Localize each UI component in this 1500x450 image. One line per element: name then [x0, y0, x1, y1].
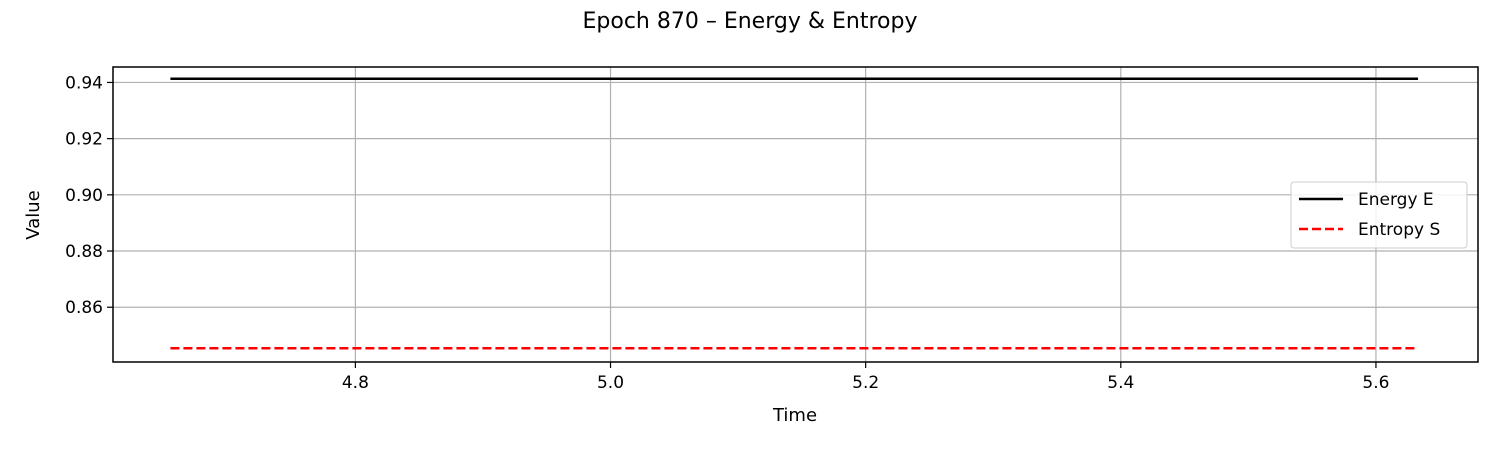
y-axis-label: Value: [23, 190, 44, 239]
x-tick-label: 5.2: [852, 373, 879, 393]
legend-label-entropy: Entropy S: [1358, 220, 1440, 240]
plot-frame: [112, 66, 1479, 363]
y-tick-label: 0.94: [65, 73, 103, 93]
legend: Energy E Entropy S: [1290, 181, 1468, 249]
y-tick-label: 0.86: [65, 298, 103, 318]
y-tick-label: 0.92: [65, 130, 103, 150]
legend-label-energy: Energy E: [1358, 190, 1434, 210]
x-tick-label: 5.6: [1362, 373, 1389, 393]
plot-series: [170, 77, 1419, 350]
x-tick-label: 5.4: [1107, 373, 1134, 393]
y-tick-label: 0.88: [65, 242, 103, 262]
x-tick-label: 5.0: [597, 373, 624, 393]
axis-ticks: 4.8 5.0 5.2 5.4 5.6 0.86 0.88 0.90 0.92 0.94: [65, 73, 1389, 393]
x-axis-label: Time: [772, 405, 817, 426]
grid: [113, 67, 1478, 362]
y-tick-label: 0.90: [65, 186, 103, 206]
chart-title: Epoch 870 – Energy & Entropy: [583, 9, 918, 34]
x-tick-label: 4.8: [342, 373, 369, 393]
